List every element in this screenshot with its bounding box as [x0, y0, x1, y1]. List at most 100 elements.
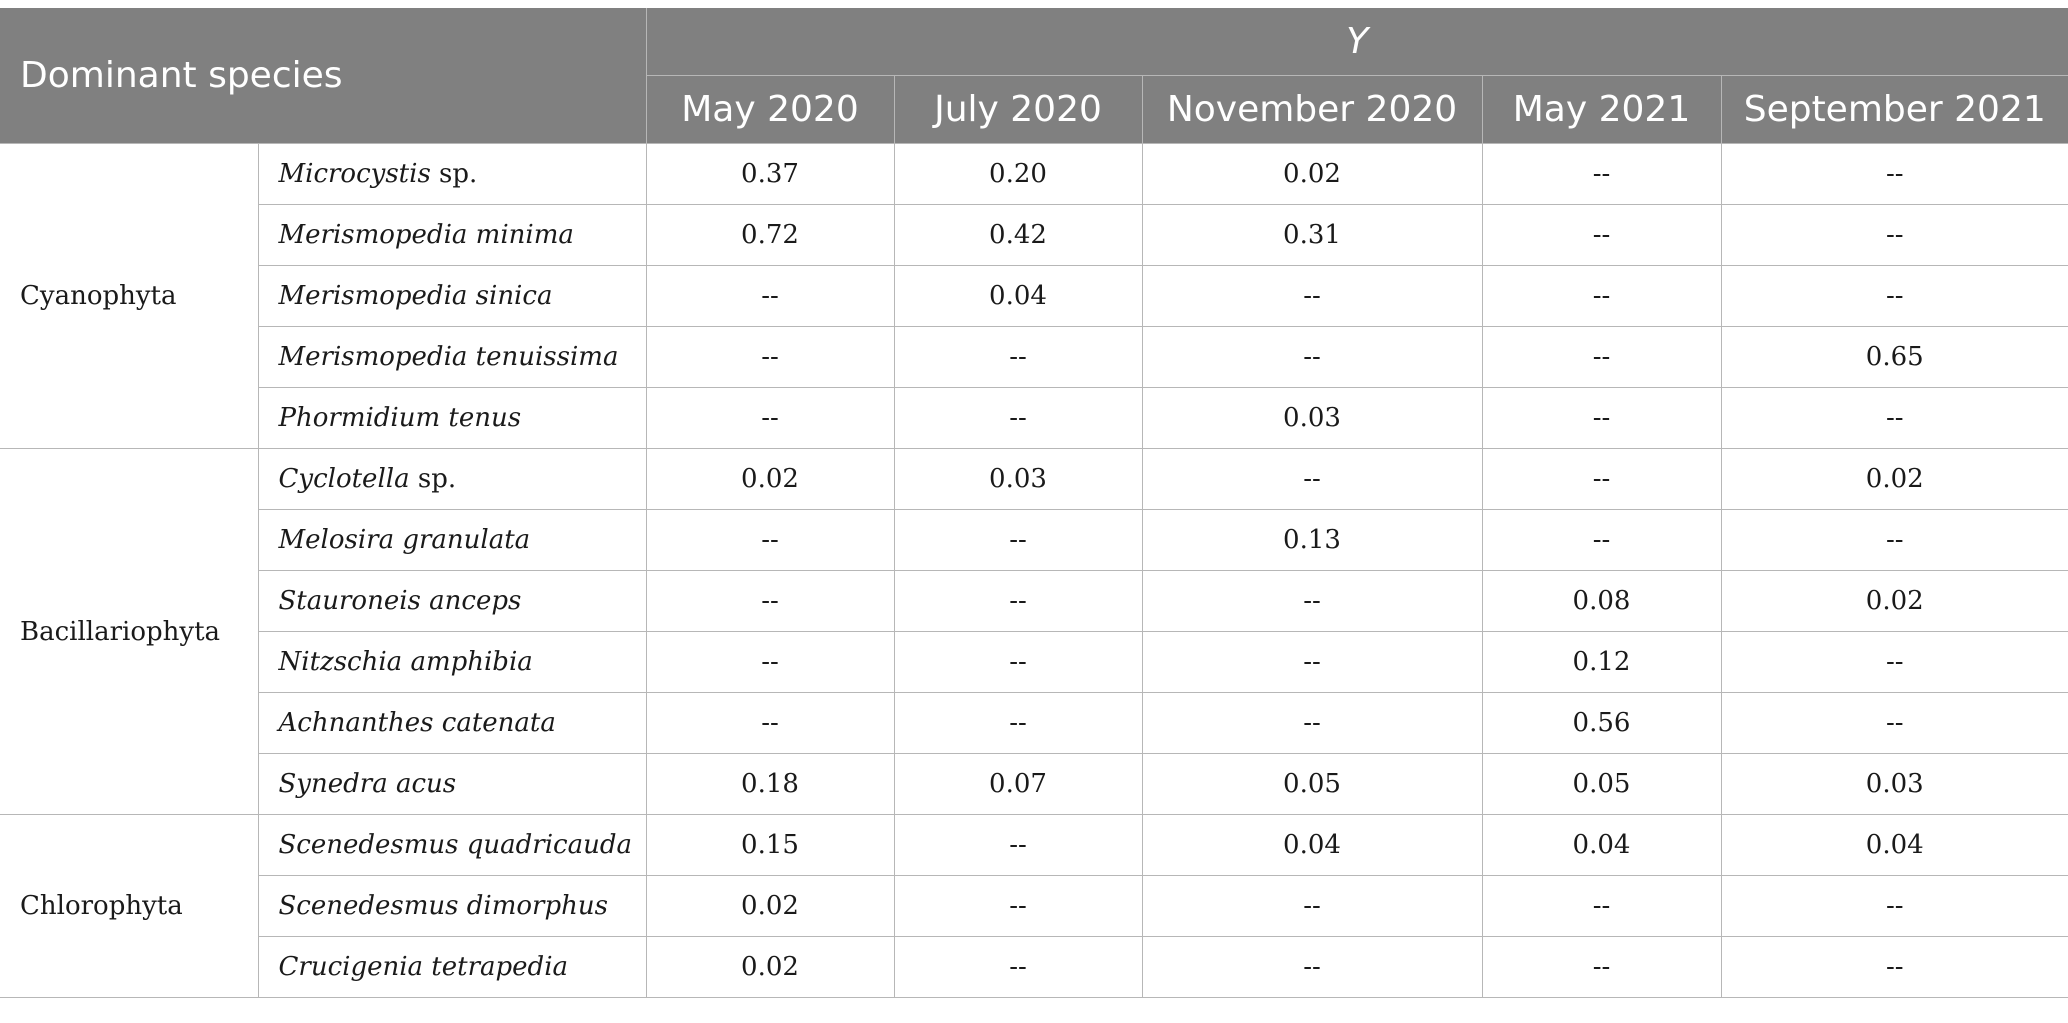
value-cell: 0.07	[893, 753, 1143, 815]
y-header: Y	[645, 8, 2068, 76]
species-cell: Merismopedia tenuissima	[257, 326, 647, 388]
header-row-1: Dominant species Y	[0, 8, 2068, 144]
species-name: Scenedesmus dimorphus	[278, 891, 608, 921]
species-name: Achnanthes catenata	[278, 708, 556, 738]
table-body: Cyanophyta Microcystis sp. 0.37 0.20 0.0…	[0, 143, 2068, 998]
value-cell: 0.04	[1141, 814, 1483, 876]
species-name: Stauroneis anceps	[278, 586, 522, 616]
group-chlorophyta: Chlorophyta	[0, 814, 259, 998]
value-cell: --	[1481, 204, 1722, 266]
species-cell: Stauroneis anceps	[257, 570, 647, 632]
species-cell: Merismopedia sinica	[257, 265, 647, 327]
value-cell: --	[1141, 448, 1483, 510]
value-cell: --	[645, 265, 895, 327]
value-cell: --	[645, 387, 895, 449]
value-cell: --	[645, 692, 895, 754]
value-cell: 0.03	[1141, 387, 1483, 449]
table-row: Scenedesmus dimorphus 0.02 -- -- -- --	[0, 875, 2068, 937]
value-cell: --	[1141, 570, 1483, 632]
species-cell: Melosira granulata	[257, 509, 647, 571]
value-cell: --	[893, 509, 1143, 571]
value-cell: 0.02	[1720, 448, 2068, 510]
header-row-2: May 2020 July 2020 November 2020 May 202…	[0, 75, 2068, 144]
value-cell: --	[645, 570, 895, 632]
value-cell: 0.20	[893, 143, 1143, 205]
table-row: Phormidium tenus -- -- 0.03 -- --	[0, 387, 2068, 449]
value-cell: --	[1720, 387, 2068, 449]
month-header: May 2021	[1481, 75, 1722, 144]
species-name: Crucigenia tetrapedia	[278, 952, 569, 982]
species-name: Nitzschia amphibia	[278, 647, 533, 677]
value-cell: 0.13	[1141, 509, 1483, 571]
species-cell: Nitzschia amphibia	[257, 631, 647, 693]
value-cell: --	[1481, 448, 1722, 510]
table-row: Chlorophyta Scenedesmus quadricauda 0.15…	[0, 814, 2068, 998]
value-cell: 0.02	[1141, 143, 1483, 205]
value-cell: --	[1481, 509, 1722, 571]
value-cell: --	[1141, 875, 1483, 937]
value-cell: 0.02	[645, 875, 895, 937]
group-bacillariophyta: Bacillariophyta	[0, 448, 259, 815]
value-cell: 0.05	[1481, 753, 1722, 815]
value-cell: 0.04	[893, 265, 1143, 327]
species-cell: Scenedesmus dimorphus	[257, 875, 647, 937]
species-cell: Merismopedia minima	[257, 204, 647, 266]
value-cell: --	[893, 875, 1143, 937]
value-cell: 0.03	[893, 448, 1143, 510]
species-cell: Crucigenia tetrapedia	[257, 936, 647, 998]
species-cell: Microcystis sp.	[257, 143, 647, 205]
value-cell: 0.04	[1481, 814, 1722, 876]
value-cell: --	[893, 936, 1143, 998]
value-cell: --	[1720, 509, 2068, 571]
species-name: Melosira granulata	[278, 525, 531, 555]
group-cyanophyta: Cyanophyta	[0, 143, 259, 449]
table-row: Crucigenia tetrapedia 0.02 -- -- -- --	[0, 936, 2068, 998]
table-row: Melosira granulata -- -- 0.13 -- --	[0, 509, 2068, 571]
value-cell: 0.12	[1481, 631, 1722, 693]
value-cell: 0.37	[645, 143, 895, 205]
value-cell: --	[1141, 631, 1483, 693]
value-cell: --	[893, 326, 1143, 388]
value-cell: --	[1720, 143, 2068, 205]
species-suffix: sp.	[430, 159, 478, 189]
value-cell: 0.65	[1720, 326, 2068, 388]
species-name: Scenedesmus quadricauda	[278, 830, 633, 860]
table-row: Stauroneis anceps -- -- -- 0.08 0.02	[0, 570, 2068, 632]
value-cell: 0.18	[645, 753, 895, 815]
species-cell: Phormidium tenus	[257, 387, 647, 449]
value-cell: --	[1141, 936, 1483, 998]
table-container: Dominant species Y May 2020 July 2020 No…	[0, 8, 2068, 998]
value-cell: --	[645, 631, 895, 693]
value-cell: --	[1141, 692, 1483, 754]
species-cell: Synedra acus	[257, 753, 647, 815]
species-cell: Achnanthes catenata	[257, 692, 647, 754]
value-cell: --	[645, 509, 895, 571]
value-cell: 0.08	[1481, 570, 1722, 632]
value-cell: 0.42	[893, 204, 1143, 266]
value-cell: 0.31	[1141, 204, 1483, 266]
species-name: Cyclotella	[278, 464, 410, 494]
value-cell: --	[1720, 631, 2068, 693]
table-row: Merismopedia sinica -- 0.04 -- -- --	[0, 265, 2068, 327]
month-header: May 2020	[645, 75, 895, 144]
table-row: Achnanthes catenata -- -- -- 0.56 --	[0, 692, 2068, 754]
table-row: Bacillariophyta Cyclotella sp. 0.02 0.03…	[0, 448, 2068, 815]
month-header: November 2020	[1141, 75, 1483, 144]
month-header: July 2020	[893, 75, 1143, 144]
value-cell: 0.03	[1720, 753, 2068, 815]
value-cell: --	[893, 387, 1143, 449]
species-name: Synedra acus	[278, 769, 457, 799]
species-name: Microcystis	[278, 159, 431, 189]
table-row: Merismopedia tenuissima -- -- -- -- 0.65	[0, 326, 2068, 388]
value-cell: --	[893, 692, 1143, 754]
value-cell: --	[1720, 265, 2068, 327]
table-header: Dominant species Y May 2020 July 2020 No…	[0, 8, 2068, 144]
value-cell: 0.02	[1720, 570, 2068, 632]
species-cell: Scenedesmus quadricauda	[257, 814, 647, 876]
value-cell: --	[1481, 265, 1722, 327]
species-name: Merismopedia tenuissima	[278, 342, 619, 372]
dominant-species-table: Dominant species Y May 2020 July 2020 No…	[0, 8, 2068, 998]
value-cell: --	[893, 814, 1143, 876]
table-row: Merismopedia minima 0.72 0.42 0.31 -- --	[0, 204, 2068, 266]
value-cell: --	[1720, 936, 2068, 998]
